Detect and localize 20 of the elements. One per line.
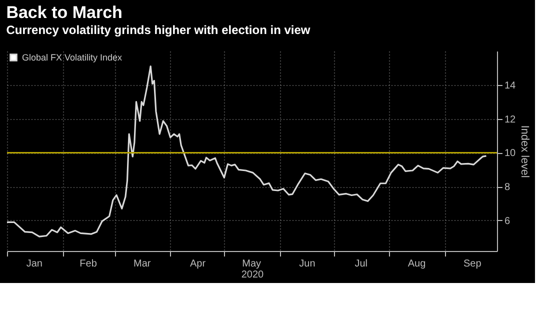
y-tick-label: 8 [504, 182, 510, 194]
y-tick-label: 12 [504, 114, 516, 126]
chart-subtitle: Currency volatility grinds higher with election in view [6, 23, 311, 37]
y-tick-label: 14 [504, 80, 516, 92]
x-tick-label: Jun [299, 258, 316, 270]
x-tick-label: Mar [134, 258, 152, 270]
x-tick-label: Jul [354, 258, 368, 270]
line-series [6, 65, 488, 238]
x-tick-label: Feb [80, 258, 98, 270]
y-tick-label: 10 [504, 148, 516, 160]
x-tick-label: May [242, 258, 262, 270]
x-tick-label: Sep [463, 258, 482, 270]
x-tick-label: Jan [26, 258, 42, 270]
y-tick-label: 6 [504, 216, 510, 227]
y-axis-title: Index level [518, 125, 531, 178]
x-tick-label: Apr [190, 258, 206, 270]
legend-label: Global FX Volatility Index [22, 52, 123, 62]
chart-title: Back to March [6, 3, 122, 22]
x-axis-title: 2020 [241, 270, 264, 280]
x-tick-label: Aug [408, 258, 426, 270]
